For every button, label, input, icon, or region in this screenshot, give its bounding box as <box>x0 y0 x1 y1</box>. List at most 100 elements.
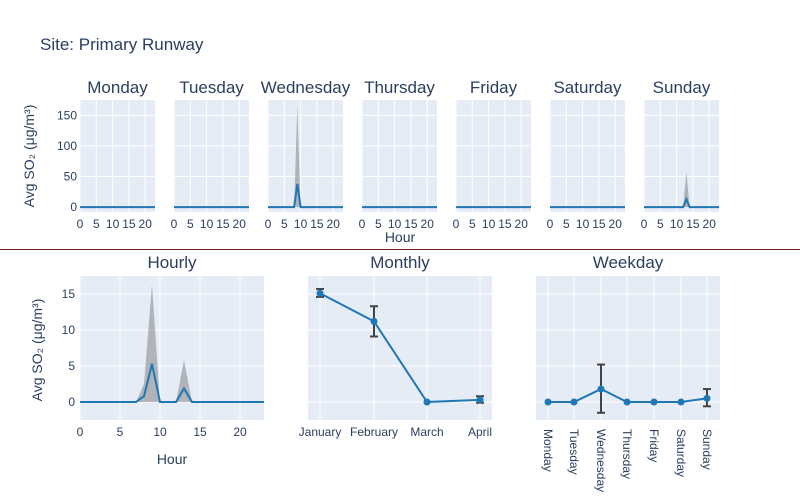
x-tick-label: 5 <box>93 217 100 231</box>
series-line <box>644 196 719 209</box>
x-tick-label: 15 <box>193 425 207 439</box>
x-tick-label: 0 <box>547 217 554 231</box>
plot-area <box>644 100 719 212</box>
x-tick-label: 10 <box>106 217 120 231</box>
panel-title: Thursday <box>364 78 435 97</box>
plot-area <box>308 276 492 420</box>
plot-area <box>362 100 437 212</box>
data-point <box>370 317 378 325</box>
x-tick-label: 20 <box>703 217 717 231</box>
x-tick-label: 5 <box>563 217 570 231</box>
facet-panel-sunday: Sunday 0 5 10 15 20 <box>641 78 719 231</box>
x-tick-label: 10 <box>294 217 308 231</box>
data-point <box>677 398 685 406</box>
x-tick-label: 20 <box>139 217 153 231</box>
x-tick-label: 10 <box>576 217 590 231</box>
y-tick-label: 100 <box>57 139 77 153</box>
facet-panel-wednesday: Wednesday 0 5 10 15 20 <box>261 78 351 231</box>
panel-title: Tuesday <box>179 78 244 97</box>
plot-area <box>550 100 625 212</box>
x-tick-label: 20 <box>421 217 435 231</box>
plot-area <box>80 100 155 212</box>
plot-area <box>174 100 249 212</box>
weekday-chart-group: Weekday Monday Tuesday Wednesday Thursday Fri… <box>536 253 720 492</box>
x-tick-label: 15 <box>404 217 418 231</box>
plot-area <box>536 276 720 420</box>
x-tick-label: April <box>468 425 492 439</box>
x-tick-label: Wednesday <box>594 429 608 492</box>
x-tick-label: 20 <box>327 217 341 231</box>
x-tick-label: 5 <box>375 217 382 231</box>
data-point <box>597 385 605 393</box>
x-tick-label: Monday <box>541 429 555 472</box>
y-tick-label: 10 <box>62 323 76 337</box>
x-tick-label: February <box>350 425 398 439</box>
plot-area <box>456 100 531 212</box>
y-axis-label: Avg SO₂ (μg/m³) <box>29 299 45 402</box>
confidence-band <box>294 106 301 208</box>
panel-title: Sunday <box>653 78 711 97</box>
x-tick-label: January <box>299 425 342 439</box>
series-line <box>319 292 481 404</box>
x-tick-label: 20 <box>515 217 529 231</box>
x-tick-label: 5 <box>187 217 194 231</box>
y-tick-label: 0 <box>70 200 77 214</box>
x-tick-label: 15 <box>592 217 606 231</box>
y-tick-label: 150 <box>57 108 77 122</box>
x-tick-label: 0 <box>641 217 648 231</box>
y-tick-label: 5 <box>68 359 75 373</box>
facet-panel-tuesday: Tuesday 0 5 10 15 20 <box>171 78 249 231</box>
panel-title: Hourly <box>147 253 197 272</box>
y-axis-label: Avg SO₂ (μg/m³) <box>21 105 37 208</box>
facet-panel-saturday: Saturday 0 5 10 15 20 <box>547 78 625 231</box>
x-tick-label: Friday <box>647 429 661 462</box>
x-tick-label: 0 <box>77 217 84 231</box>
panel-title: Wednesday <box>261 78 351 97</box>
x-tick-label: 20 <box>233 217 247 231</box>
facet-panel-thursday: Thursday 0 5 10 15 20 <box>359 78 437 231</box>
x-tick-label: Sunday <box>700 429 714 470</box>
y-tick-label: 15 <box>62 287 76 301</box>
data-point <box>703 394 711 402</box>
x-axis-label: Hour <box>385 229 416 245</box>
x-tick-label: 15 <box>498 217 512 231</box>
x-tick-label: Thursday <box>620 429 634 479</box>
hourly-chart-group: Hourly 0 5 10 15 20 0 5 10 15 Hour Avg SO₂ (μg/m³) <box>29 253 264 467</box>
y-tick-label: 50 <box>64 170 78 184</box>
x-tick-label: 0 <box>359 217 366 231</box>
series-line <box>80 363 264 403</box>
x-tick-label: 20 <box>233 425 247 439</box>
panel-title: Friday <box>470 78 518 97</box>
monthly-chart-group: Monthly January February March April <box>299 253 492 439</box>
figure-title: Site: Primary Runway <box>40 35 204 54</box>
x-tick-label: 15 <box>686 217 700 231</box>
x-tick-label: 5 <box>281 217 288 231</box>
data-point <box>544 398 552 406</box>
x-tick-label: 15 <box>216 217 230 231</box>
x-tick-label: 10 <box>388 217 402 231</box>
series-line <box>268 183 343 209</box>
plot-area <box>80 276 264 420</box>
x-tick-label: 10 <box>482 217 496 231</box>
x-tick-label: 5 <box>117 425 124 439</box>
data-point <box>423 398 431 406</box>
panel-title: Saturday <box>553 78 622 97</box>
plot-area <box>268 100 343 212</box>
data-point <box>623 398 631 406</box>
data-point <box>476 396 484 404</box>
x-tick-label: 10 <box>670 217 684 231</box>
data-point <box>316 289 324 297</box>
x-axis-label: Hour <box>157 451 188 467</box>
x-tick-label: 10 <box>200 217 214 231</box>
x-tick-label: 5 <box>469 217 476 231</box>
x-tick-label: Saturday <box>674 429 688 477</box>
x-tick-label: 5 <box>657 217 664 231</box>
confidence-band <box>683 171 690 208</box>
panel-title: Monday <box>87 78 148 97</box>
panel-title: Monthly <box>370 253 430 272</box>
x-tick-label: 15 <box>122 217 136 231</box>
x-tick-label: 20 <box>609 217 623 231</box>
